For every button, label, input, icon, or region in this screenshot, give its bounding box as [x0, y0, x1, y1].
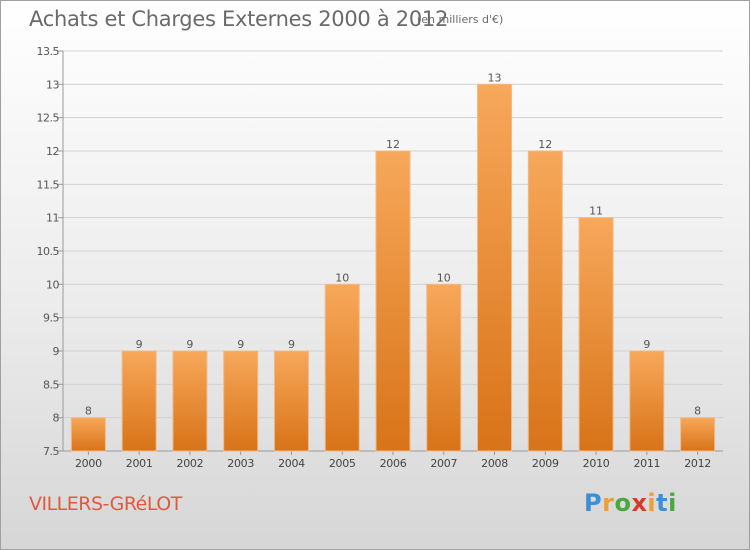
bar — [629, 350, 665, 452]
x-tick-label: 2011 — [633, 457, 660, 470]
bar — [70, 417, 106, 452]
x-tick-label: 2012 — [684, 457, 711, 470]
data-label: 10 — [437, 271, 451, 284]
data-label: 9 — [186, 338, 193, 351]
y-tick-label: 8.5 — [43, 378, 59, 391]
bar — [324, 283, 360, 452]
logo-letter: t — [656, 489, 669, 517]
logo-letter: x — [631, 489, 648, 517]
y-tick-label: 10.5 — [37, 245, 60, 258]
x-tick-label: 2006 — [380, 457, 407, 470]
logo-letter: P — [584, 489, 603, 517]
x-tick-label: 2009 — [532, 457, 559, 470]
data-label: 13 — [488, 71, 502, 84]
y-tick-label: 7.5 — [43, 445, 59, 458]
town-name: VILLERS-GRéLOT — [29, 493, 182, 515]
bar — [477, 83, 513, 452]
x-tick-label: 2002 — [177, 457, 204, 470]
data-label: 12 — [538, 138, 552, 151]
data-label: 8 — [694, 405, 701, 418]
chart-subtitle: (en milliers d'€) — [417, 13, 504, 26]
y-tick-label: 10 — [46, 278, 59, 291]
y-tick-label: 9.5 — [43, 312, 59, 325]
y-tick-label: 12 — [46, 145, 59, 158]
y-tick-label: 12.5 — [37, 112, 60, 125]
x-tick-label: 2003 — [227, 457, 254, 470]
bar — [527, 150, 563, 452]
y-tick-label: 8 — [53, 412, 60, 425]
bar — [578, 217, 614, 452]
chart-title: Achats et Charges Externes 2000 à 2012 — [29, 7, 449, 31]
bar — [223, 350, 259, 452]
data-label: 10 — [335, 271, 349, 284]
data-label: 9 — [237, 338, 244, 351]
y-tick-label: 11.5 — [37, 178, 60, 191]
data-label: 9 — [136, 338, 143, 351]
y-tick-label: 9 — [53, 345, 60, 358]
data-label: 9 — [288, 338, 295, 351]
x-tick-label: 2000 — [75, 457, 102, 470]
bar — [375, 150, 411, 452]
logo-letter: o — [614, 489, 632, 517]
data-label: 8 — [85, 405, 92, 418]
logo-letter: i — [668, 489, 677, 517]
bar — [273, 350, 309, 452]
bar — [426, 283, 462, 452]
x-tick-label: 2001 — [126, 457, 153, 470]
data-label: 9 — [643, 338, 650, 351]
y-tick-label: 13.5 — [37, 45, 60, 58]
bar — [121, 350, 157, 452]
data-label: 11 — [589, 205, 603, 218]
x-tick-label: 2010 — [583, 457, 610, 470]
proxiti-logo: Proxiti — [584, 489, 677, 517]
bar — [172, 350, 208, 452]
x-tick-label: 2007 — [430, 457, 457, 470]
x-tick-label: 2004 — [278, 457, 305, 470]
bar — [680, 417, 716, 452]
logo-letter: i — [647, 489, 657, 517]
y-tick-label: 11 — [46, 212, 59, 225]
x-tick-label: 2005 — [329, 457, 356, 470]
x-tick-label: 2008 — [481, 457, 508, 470]
logo-letter: r — [602, 489, 615, 517]
y-tick-label: 13 — [46, 78, 59, 91]
data-label: 12 — [386, 138, 400, 151]
